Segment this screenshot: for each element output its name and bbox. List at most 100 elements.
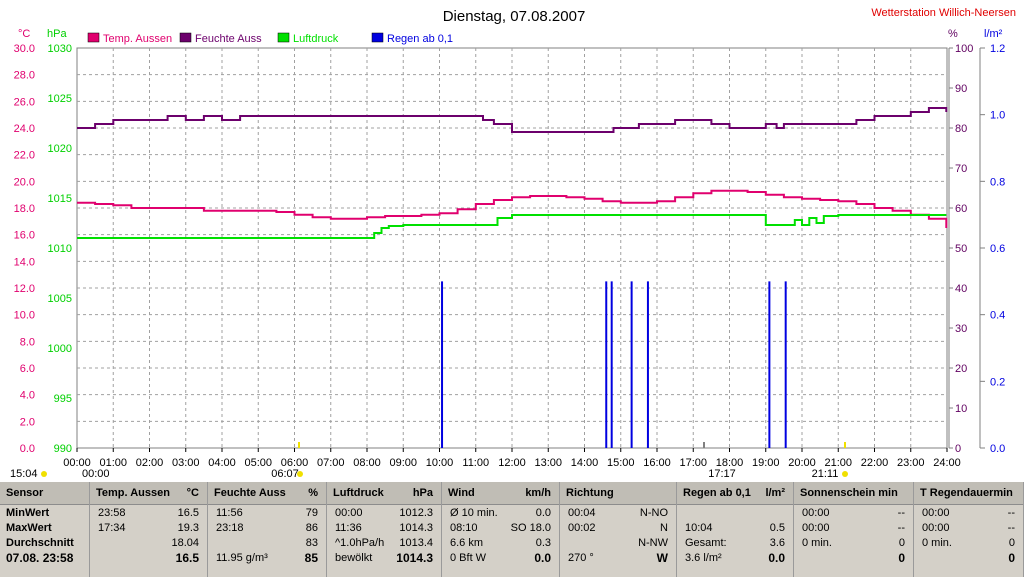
table-column: Sensor MinWert MaxWert Durchschnitt 07.08. 2… bbox=[0, 482, 90, 577]
cell-value: 79 bbox=[305, 507, 318, 519]
table-column: Feuchte Auss% 11:56 79 23:18 86 83 11.95 g/m³ 8… bbox=[208, 482, 327, 577]
x-tick-label: 11:00 bbox=[462, 457, 489, 469]
cell-time: bewölkt bbox=[335, 552, 373, 564]
table-header: Richtung bbox=[560, 482, 676, 505]
cell-time: 11:56 bbox=[216, 507, 243, 519]
cell-value: 19.3 bbox=[177, 522, 199, 534]
row-label: 07.08. 23:58 bbox=[6, 551, 74, 565]
temp-tick-label: 8.0 bbox=[20, 336, 35, 348]
temp-tick-label: 24.0 bbox=[14, 123, 35, 135]
cell-value: 3.6 bbox=[769, 537, 785, 549]
cell-time: 0 min. bbox=[922, 537, 952, 549]
humidity-tick-label: 50 bbox=[955, 243, 967, 255]
x-tick-label: 20:00 bbox=[788, 457, 816, 469]
header-unit: % bbox=[308, 487, 318, 499]
x-tick-label: 08:00 bbox=[353, 457, 381, 469]
cell-time: 00:00 bbox=[922, 507, 950, 519]
x-tick-label: 10:00 bbox=[426, 457, 454, 469]
cell-value: 0.3 bbox=[535, 537, 551, 549]
row-label: MinWert bbox=[6, 507, 50, 519]
humidity-tick-label: 10 bbox=[955, 403, 967, 415]
cell-time: 270 ° bbox=[568, 552, 594, 564]
x-tick-label: 03:00 bbox=[172, 457, 200, 469]
station-name: Wetterstation Willich-Neersen bbox=[871, 7, 1016, 19]
cell-value: SO 18.0 bbox=[510, 522, 551, 534]
rain-tick-label: 0.8 bbox=[990, 176, 1005, 188]
cell-value: 18.04 bbox=[171, 537, 199, 549]
sun-icon bbox=[41, 471, 47, 477]
chart-title: Dienstag, 07.08.2007 bbox=[443, 8, 586, 25]
table-header: Sensor bbox=[0, 482, 89, 505]
cell-time: 17:34 bbox=[98, 522, 126, 534]
cell-value: 0.0 bbox=[768, 551, 785, 565]
cell-time: 00:00 bbox=[922, 522, 950, 534]
table-column: Wind km/h Ø 10 min. 0.0 08:10 SO 18.0 6.6 km 0.… bbox=[442, 482, 560, 577]
cell-time: 00:00 bbox=[335, 507, 363, 519]
rain-tick-label: 0.0 bbox=[990, 443, 1005, 455]
row-label: MaxWert bbox=[6, 522, 52, 534]
x-tick-label: 17:00 bbox=[679, 457, 707, 469]
cell-value: 0.5 bbox=[769, 522, 785, 534]
legend-label: Feuchte Auss bbox=[195, 33, 262, 45]
table-column: Temp. Aussen °C 23:58 16.5 17:34 19.3 18.04 16.… bbox=[90, 482, 208, 577]
table-header: T Regendauermin bbox=[914, 482, 1023, 505]
table-column: Luftdruck hPa 00:00 1012.3 11:36 1014.3 ^1.0hP… bbox=[327, 482, 442, 577]
temp-axis-unit: °C bbox=[18, 28, 30, 40]
cell-value: -- bbox=[1007, 507, 1015, 519]
cell-time: 0 min. bbox=[802, 537, 832, 549]
temp-tick-label: 20.0 bbox=[14, 176, 35, 188]
cell-time: 08:10 bbox=[450, 522, 478, 534]
marker-label: 21:11 bbox=[812, 468, 839, 480]
x-tick-label: 14:00 bbox=[571, 457, 599, 469]
header-label: Sensor bbox=[6, 487, 44, 499]
rain-tick-label: 0.4 bbox=[990, 310, 1005, 322]
rain-tick-label: 0.2 bbox=[990, 376, 1005, 388]
legend-swatch bbox=[179, 32, 192, 43]
table-header: Regen ab 0,1 l/m² bbox=[677, 482, 793, 505]
humidity-tick-label: 100 bbox=[955, 43, 973, 55]
table-column: Richtung 00:04 N-NO 00:02 N N-NW 270 ° W bbox=[560, 482, 677, 577]
rain-tick-label: 0.6 bbox=[990, 243, 1005, 255]
cell-time: Ø 10 min. bbox=[450, 507, 498, 519]
humidity-axis-unit: % bbox=[948, 28, 958, 40]
humidity-tick-label: 70 bbox=[955, 163, 967, 175]
cell-value: 16.5 bbox=[175, 551, 199, 565]
x-tick-label: 06:00 bbox=[281, 457, 309, 469]
x-tick-label: 19:00 bbox=[752, 457, 780, 469]
temp-tick-label: 10.0 bbox=[14, 310, 35, 322]
cell-value: N-NO bbox=[639, 507, 668, 519]
pressure-tick-label: 1025 bbox=[48, 93, 72, 105]
humidity-tick-label: 90 bbox=[955, 83, 967, 95]
temp-tick-label: 4.0 bbox=[20, 390, 35, 402]
temp-tick-label: 16.0 bbox=[14, 230, 35, 242]
cell-value: -- bbox=[1007, 522, 1015, 534]
header-label: Wind bbox=[448, 487, 475, 499]
cell-time: 0 Bft W bbox=[450, 552, 487, 564]
marker-label: 17:17 bbox=[708, 468, 736, 480]
cell-time: 23:18 bbox=[216, 522, 244, 534]
cell-value: 0 bbox=[1008, 551, 1015, 565]
cell-time: 00:04 bbox=[568, 507, 596, 519]
weather-chart: Dienstag, 07.08.2007 Wetterstation Willi… bbox=[10, 7, 1016, 480]
cell-value: N bbox=[660, 522, 668, 534]
cell-time: 00:02 bbox=[568, 522, 596, 534]
pressure-tick-label: 1000 bbox=[48, 343, 72, 355]
legend-swatch bbox=[277, 32, 290, 43]
cell-value: 1012.3 bbox=[399, 507, 433, 519]
temp-tick-label: 28.0 bbox=[14, 70, 35, 82]
cell-value: 0.0 bbox=[534, 551, 551, 565]
header-label: Feuchte Auss bbox=[214, 487, 286, 499]
marker-label: 06:07 bbox=[271, 468, 299, 480]
cell-value: N-NW bbox=[638, 537, 668, 549]
humidity-tick-label: 60 bbox=[955, 203, 967, 215]
x-tick-label: 22:00 bbox=[861, 457, 889, 469]
header-label: Luftdruck bbox=[333, 487, 384, 499]
x-tick-label: 09:00 bbox=[389, 457, 417, 469]
header-unit: km/h bbox=[525, 487, 551, 499]
cell-value: 85 bbox=[304, 551, 318, 565]
series-line bbox=[77, 107, 948, 133]
table-column: Sonnenschein min 00:00 -- 00:00 -- 0 min. 0 0 bbox=[794, 482, 914, 577]
x-tick-label: 13:00 bbox=[534, 457, 562, 469]
temp-tick-label: 18.0 bbox=[14, 203, 35, 215]
pressure-tick-label: 1020 bbox=[48, 143, 72, 155]
